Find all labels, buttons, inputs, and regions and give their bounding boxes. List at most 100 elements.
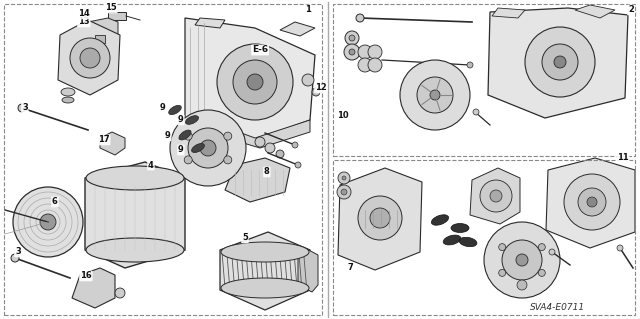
Bar (4, 4, 322, 315)
Polygon shape (195, 18, 225, 28)
Circle shape (345, 31, 359, 45)
Circle shape (337, 185, 351, 199)
Circle shape (11, 254, 19, 262)
Circle shape (473, 109, 479, 115)
Circle shape (368, 45, 382, 59)
Ellipse shape (459, 237, 477, 247)
Circle shape (499, 269, 506, 276)
Text: 11: 11 (617, 152, 628, 161)
Polygon shape (85, 162, 185, 268)
Circle shape (40, 214, 56, 230)
Polygon shape (470, 168, 520, 224)
Bar (108, 12, 126, 20)
Text: 8: 8 (264, 167, 269, 176)
Text: SVA4-E0711: SVA4-E0711 (530, 303, 585, 313)
Circle shape (542, 44, 578, 80)
Circle shape (80, 48, 100, 68)
Circle shape (400, 60, 470, 130)
Circle shape (430, 90, 440, 100)
Circle shape (499, 244, 506, 251)
Bar (333, 4, 635, 156)
Ellipse shape (221, 242, 309, 262)
Ellipse shape (444, 235, 461, 245)
Circle shape (370, 208, 390, 228)
Circle shape (484, 222, 560, 298)
Circle shape (480, 180, 512, 212)
Circle shape (617, 245, 623, 251)
Circle shape (538, 244, 545, 251)
Text: 4: 4 (148, 160, 154, 169)
Polygon shape (220, 232, 310, 310)
Polygon shape (575, 5, 615, 18)
Circle shape (344, 44, 360, 60)
Text: E-6: E-6 (252, 46, 268, 55)
Circle shape (200, 140, 216, 156)
Text: 15: 15 (105, 4, 116, 12)
Polygon shape (492, 8, 525, 18)
Polygon shape (338, 168, 422, 270)
Text: 3: 3 (15, 248, 20, 256)
Polygon shape (100, 132, 125, 155)
Ellipse shape (431, 215, 449, 225)
Circle shape (255, 137, 265, 147)
Circle shape (13, 187, 83, 257)
Polygon shape (58, 20, 120, 95)
Circle shape (341, 189, 347, 195)
Text: 1: 1 (305, 5, 311, 14)
Text: 13: 13 (78, 18, 90, 26)
Circle shape (467, 62, 473, 68)
Circle shape (358, 196, 402, 240)
Circle shape (115, 288, 125, 298)
Circle shape (233, 60, 277, 104)
Ellipse shape (191, 144, 204, 152)
Polygon shape (72, 268, 115, 308)
Circle shape (502, 240, 542, 280)
Circle shape (525, 27, 595, 97)
Circle shape (247, 74, 263, 90)
Circle shape (302, 74, 314, 86)
Bar (95, 45, 105, 51)
Circle shape (349, 49, 355, 55)
Circle shape (217, 44, 293, 120)
Text: 5: 5 (242, 234, 248, 242)
Text: 9: 9 (160, 103, 166, 113)
Circle shape (295, 162, 301, 168)
Polygon shape (185, 18, 315, 145)
Circle shape (578, 188, 606, 216)
Text: 9: 9 (178, 115, 184, 124)
Circle shape (184, 156, 192, 164)
Circle shape (368, 58, 382, 72)
Ellipse shape (86, 166, 184, 190)
Circle shape (276, 150, 284, 158)
Circle shape (224, 132, 232, 140)
Ellipse shape (169, 105, 181, 115)
Circle shape (358, 58, 372, 72)
Text: 2: 2 (628, 5, 634, 14)
Circle shape (554, 56, 566, 68)
Ellipse shape (221, 278, 309, 298)
Circle shape (342, 176, 346, 180)
Polygon shape (338, 163, 635, 310)
Polygon shape (88, 18, 118, 40)
Circle shape (292, 142, 298, 148)
Polygon shape (225, 158, 290, 202)
Polygon shape (338, 8, 635, 152)
Circle shape (587, 197, 597, 207)
Bar (333, 160, 635, 315)
Text: 3: 3 (22, 103, 28, 113)
Circle shape (349, 35, 355, 41)
Polygon shape (488, 8, 628, 118)
Ellipse shape (179, 130, 191, 140)
Polygon shape (280, 22, 315, 36)
Text: 9: 9 (165, 131, 171, 140)
Ellipse shape (62, 97, 74, 103)
Circle shape (338, 172, 350, 184)
Ellipse shape (61, 88, 75, 96)
Ellipse shape (86, 238, 184, 262)
Text: 6: 6 (52, 197, 58, 206)
Bar (95, 35, 105, 43)
Circle shape (170, 110, 246, 186)
Circle shape (188, 128, 228, 168)
Circle shape (549, 249, 555, 255)
Polygon shape (200, 118, 310, 148)
